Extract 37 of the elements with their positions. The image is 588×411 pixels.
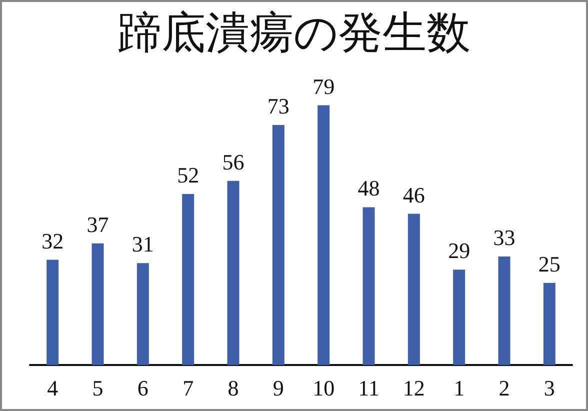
data-label: 52 [177,162,200,188]
data-label: 37 [86,212,109,237]
bar [318,105,330,365]
bar [498,256,510,365]
x-tick-label: 4 [47,376,58,400]
x-tick-label: 12 [402,376,425,400]
data-label: 46 [402,182,425,208]
x-tick-label: 10 [312,376,335,400]
bar [272,125,284,365]
bar [453,270,466,365]
bar [543,282,556,365]
data-label: 48 [358,176,380,201]
data-label: 73 [267,94,290,119]
x-tick-label: 3 [544,376,555,400]
bar [92,243,104,365]
x-tick-label: 11 [358,376,380,400]
bar [362,207,375,365]
x-tick-label: 7 [182,376,194,400]
bar [136,263,149,365]
bar [227,180,240,365]
x-tick-label: 6 [137,376,148,400]
x-tick-label: 5 [92,376,104,400]
data-label: 32 [42,228,64,254]
x-tick-label: 2 [498,376,510,400]
bar [46,260,59,365]
x-tick-label: 8 [228,376,239,400]
data-label: 33 [493,225,516,250]
data-label: 56 [222,149,244,174]
x-tick-label: 1 [454,376,465,400]
data-label: 29 [448,238,470,264]
data-label: 31 [132,232,154,257]
data-label: 79 [312,74,335,99]
chart-title: 蹄底潰瘍の発生数 [118,8,470,58]
x-tick-label: 9 [272,376,284,400]
data-label: 25 [538,251,560,276]
bar [408,214,420,365]
bar [182,194,194,365]
